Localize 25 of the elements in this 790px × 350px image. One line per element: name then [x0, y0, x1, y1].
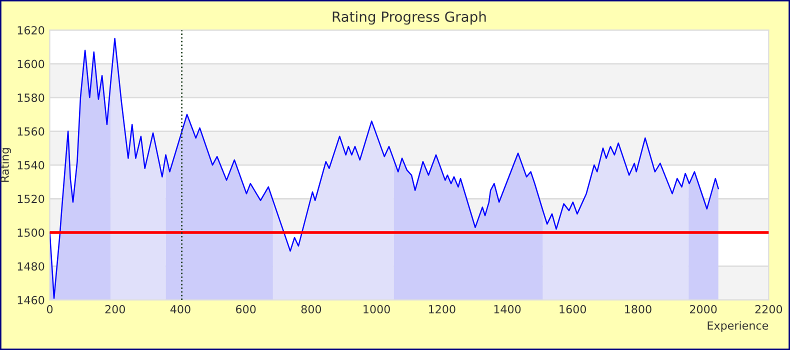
x-tick-label: 1200 [428, 305, 456, 314]
x-tick-label: 1600 [560, 305, 586, 314]
y-tick-label: 1560 [18, 127, 44, 136]
x-tick-label: 600 [236, 305, 256, 314]
line-series [50, 38, 719, 299]
chart-title: Rating Progress Graph [332, 11, 486, 25]
x-tick-label: 1400 [494, 305, 521, 314]
x-tick-label: 0 [46, 305, 53, 314]
y-tick-label: 1540 [18, 161, 44, 170]
x-tick-label: 800 [301, 305, 322, 314]
y-axis-title: Rating [0, 148, 12, 182]
y-tick-label: 1480 [18, 262, 44, 271]
x-tick-label: 1000 [364, 305, 390, 314]
y-tick-label: 1600 [18, 60, 44, 68]
x-tick-label: 200 [105, 305, 125, 314]
y-tick-label: 1580 [18, 94, 44, 102]
x-axis-title: Experience [708, 321, 768, 332]
x-tick-label: 1800 [625, 305, 652, 314]
x-tick-label: 2200 [755, 305, 782, 314]
y-tick-label: 1460 [18, 296, 44, 304]
y-tick-label: 1520 [18, 194, 44, 204]
y-tick-label: 1620 [18, 26, 44, 34]
x-tick-label: 400 [170, 305, 190, 314]
y-tick-label: 1500 [18, 228, 44, 237]
x-tick-label: 2000 [690, 305, 717, 314]
